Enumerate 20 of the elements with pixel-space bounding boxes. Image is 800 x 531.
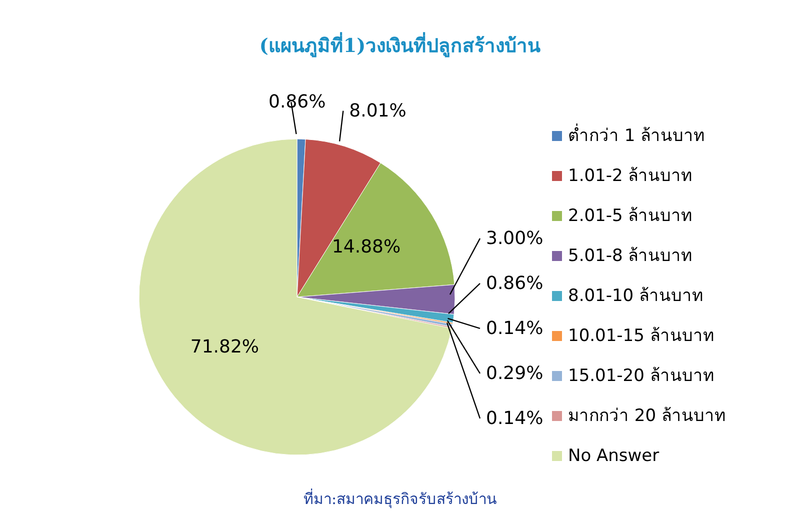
legend-label: 15.01-20 ล้านบาท xyxy=(568,365,714,388)
legend-label: 10.01-15 ล้านบาท xyxy=(568,325,714,348)
data-label: 8.01% xyxy=(349,100,406,122)
text: ที่มา:สมาคมธุรกิจรับสร้างบ้าน xyxy=(302,488,498,510)
legend-label: ต่ำกว่า 1 ล้านบาท xyxy=(568,122,705,148)
data-label: 71.82% xyxy=(190,336,260,358)
data-label: 14.88% xyxy=(332,236,401,258)
legend-label: No Answer xyxy=(568,445,660,468)
data-label: 3.00% xyxy=(486,228,544,249)
data-label: 0.14% xyxy=(486,318,544,339)
chart-title: (แผนภูมิที่1)วงเงินที่ปลูกสร้างบ้าน xyxy=(258,31,542,60)
data-label: 0.14% xyxy=(486,408,544,429)
data-label: 0.29% xyxy=(486,362,544,384)
legend-label: 1.01-2 ล้านบาท xyxy=(568,165,692,188)
legend-label: 5.01-8 ล้านบาท xyxy=(568,245,692,268)
legend-label: 8.01-10 ล้านบาท xyxy=(568,285,704,308)
data-label: 0.86% xyxy=(268,92,326,113)
legend-label: มากกว่า 20 ล้านบาท xyxy=(568,405,726,428)
legend-label: 2.01-5 ล้านบาท xyxy=(568,205,692,228)
data-label: 0.86% xyxy=(486,272,544,294)
